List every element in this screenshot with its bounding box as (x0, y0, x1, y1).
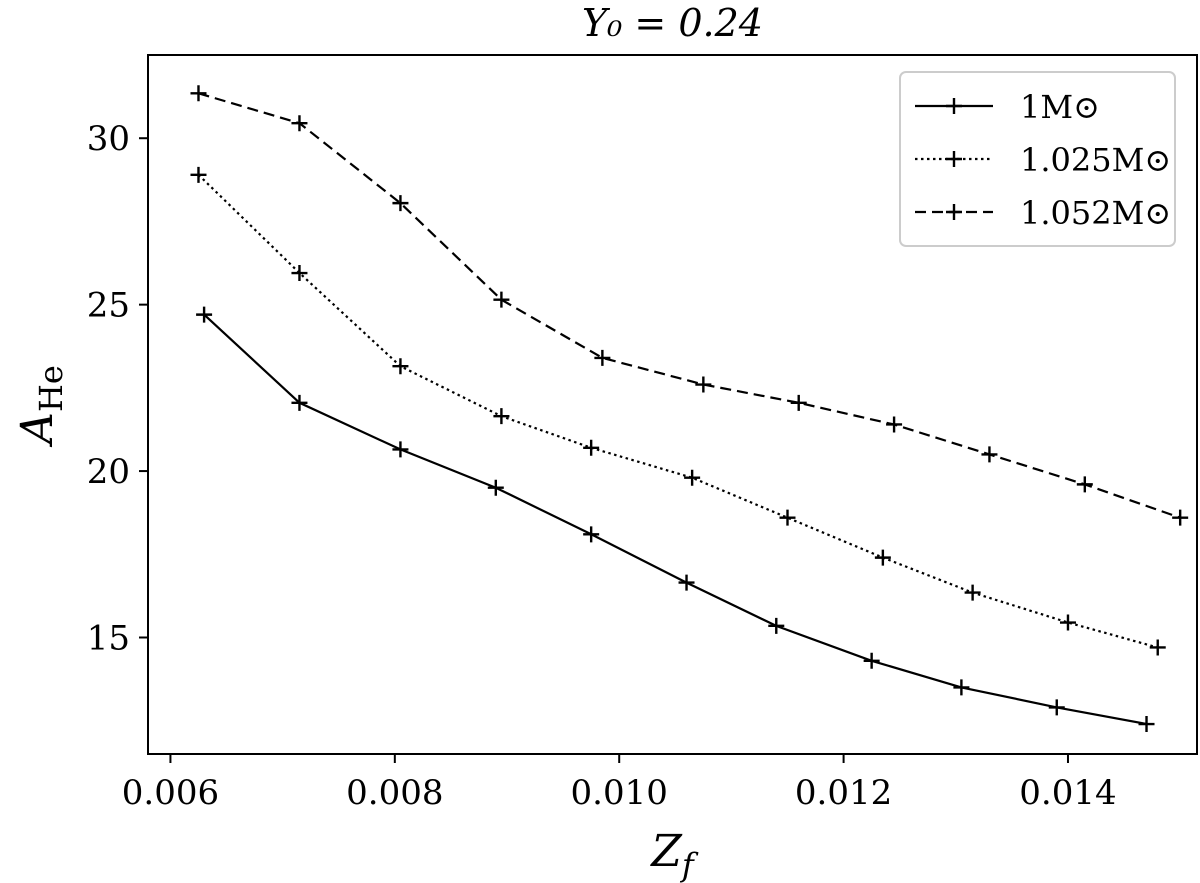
x-tick-label: 0.010 (571, 773, 668, 813)
y-axis-label: AHe (12, 365, 70, 448)
x-tick-label: 0.006 (122, 773, 219, 813)
data-point-marker (392, 441, 409, 458)
series-2 (190, 166, 1166, 656)
y-tick-label: 15 (87, 619, 130, 659)
data-point-marker (583, 526, 600, 543)
data-point-marker (678, 574, 695, 591)
series-line (198, 92, 1181, 519)
data-point-marker (392, 358, 409, 375)
data-point-marker (779, 509, 796, 526)
data-point-marker (583, 439, 600, 456)
data-point-marker (695, 376, 712, 393)
data-point-marker (768, 617, 785, 634)
data-point-marker (964, 584, 981, 601)
data-point-marker (1048, 699, 1065, 716)
data-point-marker (392, 195, 409, 212)
data-point-marker (1138, 716, 1155, 733)
y-tick-label: 20 (87, 452, 130, 492)
data-point-marker (874, 549, 891, 566)
axis-ticks: 0.006 0.008 0.010 0.012 0.014 15 20 25 30 (87, 119, 1117, 813)
legend-label: 1.052M⊙ (1020, 194, 1171, 232)
data-point-marker (981, 446, 998, 463)
data-point-marker (493, 408, 510, 425)
legend-item: 1M⊙ (915, 88, 1100, 126)
legend: 1M⊙ 1.025M⊙ 1.052M⊙ (899, 71, 1176, 247)
data-point-marker (790, 394, 807, 411)
data-point-marker (291, 115, 308, 132)
x-tick-label: 0.014 (1019, 773, 1116, 813)
series-1 (196, 306, 1155, 733)
y-tick-label: 25 (87, 286, 130, 326)
legend-item: 1.052M⊙ (915, 194, 1171, 232)
axes-frame (147, 54, 1198, 755)
data-point-marker (190, 85, 207, 102)
legend-label: 1.025M⊙ (1020, 141, 1171, 179)
series-3 (190, 85, 1189, 526)
data-point-marker (1149, 639, 1166, 656)
data-point-marker (291, 394, 308, 411)
plot-area (190, 85, 1189, 733)
data-point-marker (886, 416, 903, 433)
data-point-marker (291, 265, 308, 282)
data-point-marker (1059, 614, 1076, 631)
legend-item: 1.025M⊙ (915, 141, 1171, 179)
legend-marker (946, 151, 962, 167)
data-point-marker (493, 291, 510, 308)
y-tick-label: 30 (87, 119, 130, 159)
legend-marker (946, 98, 962, 114)
legend-label: 1M⊙ (1020, 88, 1100, 126)
data-point-marker (594, 349, 611, 366)
x-tick-label: 0.008 (346, 773, 443, 813)
data-point-marker (487, 479, 504, 496)
data-point-marker (1076, 476, 1093, 493)
data-point-marker (953, 679, 970, 696)
data-point-marker (1172, 509, 1189, 526)
data-point-marker (684, 469, 701, 486)
legend-box (899, 71, 1176, 247)
chart-title: Y₀ = 0.24 (582, 1, 763, 45)
data-point-marker (863, 652, 880, 669)
data-point-marker (196, 306, 213, 323)
data-point-marker (190, 166, 207, 183)
x-axis-label: Zf (649, 826, 699, 883)
x-tick-label: 0.012 (795, 773, 892, 813)
legend-marker (946, 204, 962, 220)
